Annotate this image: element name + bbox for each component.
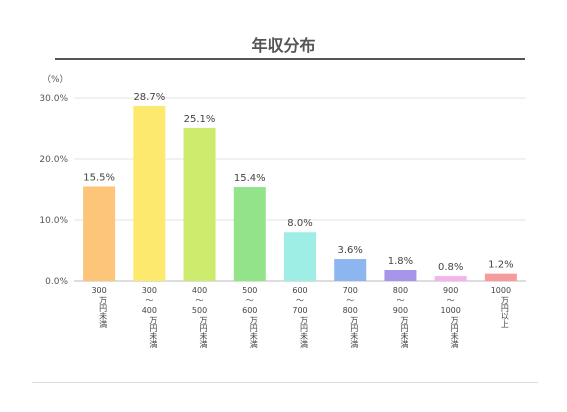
data-labels: 15.5% 28.7% 25.1% 15.4% 8.0% 3.6% 1.8% 0.8% 1.2%	[83, 92, 513, 273]
category-label: 〜	[447, 296, 455, 305]
bar	[284, 232, 316, 281]
y-tick-label: 0.0%	[45, 277, 68, 287]
bar	[83, 186, 116, 281]
y-tick-label: 10.0%	[39, 216, 68, 226]
category-label: 万円未満	[400, 316, 409, 349]
bar	[384, 270, 417, 281]
category-label: 900	[443, 286, 458, 295]
category-label: 800	[393, 286, 408, 295]
category-label: 〜	[296, 296, 304, 305]
y-axis-ticks: 0.0% 10.0% 20.0% 30.0%	[39, 94, 68, 287]
category-label: 700	[292, 306, 307, 315]
data-label: 1.2%	[488, 260, 513, 271]
category-label: 500	[242, 286, 257, 295]
category-label: 〜	[396, 296, 404, 305]
category-label: 1000	[440, 306, 460, 315]
category-label: 〜	[246, 296, 254, 305]
y-tick-label: 30.0%	[39, 94, 68, 104]
bottom-divider	[32, 382, 538, 383]
data-label: 15.4%	[234, 173, 266, 184]
category-label: 400	[192, 286, 207, 295]
data-label: 8.0%	[287, 218, 312, 229]
category-label: 1000	[491, 286, 511, 295]
category-label: 万円以上	[500, 296, 509, 328]
category-label: 万円未満	[249, 316, 258, 349]
category-label: 万円未満	[199, 316, 208, 349]
category-label: 900	[393, 306, 408, 315]
data-label: 1.8%	[388, 256, 413, 267]
chart-title: 年収分布	[251, 36, 316, 55]
category-label: 万円未満	[350, 316, 359, 349]
data-label: 3.6%	[338, 245, 363, 256]
category-label: 600	[242, 306, 257, 315]
title-underline	[55, 58, 525, 60]
bar	[434, 276, 467, 281]
category-label: 700	[343, 286, 358, 295]
category-label: 万円未満	[99, 296, 108, 329]
category-label: 500	[192, 306, 207, 315]
category-label: 〜	[196, 296, 204, 305]
category-label: 800	[343, 306, 358, 315]
bar	[334, 259, 367, 281]
category-label: 600	[292, 286, 307, 295]
bar	[233, 187, 266, 281]
bar	[183, 127, 216, 281]
data-label: 0.8%	[438, 262, 463, 273]
category-label: 〜	[145, 296, 153, 305]
category-label: 300	[91, 286, 106, 295]
data-label: 15.5%	[83, 172, 115, 183]
y-axis-unit: （%）	[42, 74, 69, 85]
bar	[133, 105, 166, 282]
data-label: 25.1%	[184, 114, 216, 125]
bar	[484, 273, 517, 281]
category-label: 万円未満	[149, 316, 158, 349]
category-label: 〜	[346, 296, 354, 305]
data-label: 28.7%	[133, 92, 165, 103]
category-label: 400	[142, 306, 157, 315]
y-tick-label: 20.0%	[39, 155, 68, 165]
category-label: 万円未満	[450, 316, 459, 349]
category-label: 300	[142, 286, 157, 295]
x-axis-categories: 300万円未満300〜400万円未満400〜500万円未満500〜600万円未満…	[91, 286, 511, 349]
category-label: 万円未満	[300, 316, 309, 349]
bars	[83, 105, 517, 282]
